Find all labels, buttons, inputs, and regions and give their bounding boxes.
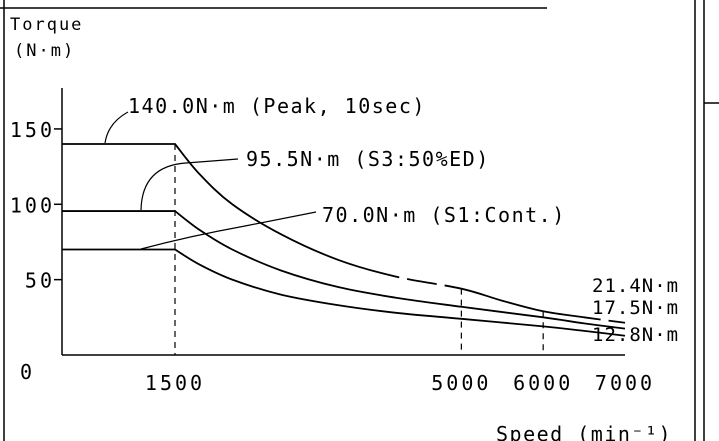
y-tick-label: 100 xyxy=(10,193,55,217)
y-tick-label: 150 xyxy=(10,118,55,142)
series-end-label: 17.5N·m xyxy=(592,297,679,319)
y-axis-label-line1: Torque xyxy=(10,15,83,35)
y-tick-label: 50 xyxy=(25,269,55,293)
series-annotation: 95.5N·m (S3:50%ED) xyxy=(246,147,490,171)
x-tick-label: 1500 xyxy=(145,371,205,395)
series-line-2 xyxy=(62,210,626,330)
series-line-1 xyxy=(62,143,626,324)
y-axis-label-line2: (N·m) xyxy=(14,41,75,61)
annotation-leader xyxy=(140,158,239,211)
x-tick-label: 6000 xyxy=(513,371,573,395)
x-axis-label: Speed (min⁻¹) xyxy=(496,422,672,441)
series-end-label: 21.4N·m xyxy=(592,275,679,297)
x-tick-label: 5000 xyxy=(431,371,491,395)
y-tick-label: 0 xyxy=(20,360,35,384)
series-annotation: 140.0N·m (Peak, 10sec) xyxy=(128,94,426,118)
annotation-leader xyxy=(104,111,129,144)
annotation-leader xyxy=(140,211,317,250)
series-end-label: 12.8N·m xyxy=(592,324,679,346)
series-line-3 xyxy=(62,248,626,337)
series-annotation: 70.0N·m (S1:Cont.) xyxy=(322,203,566,227)
x-tick-label: 7000 xyxy=(595,371,655,395)
